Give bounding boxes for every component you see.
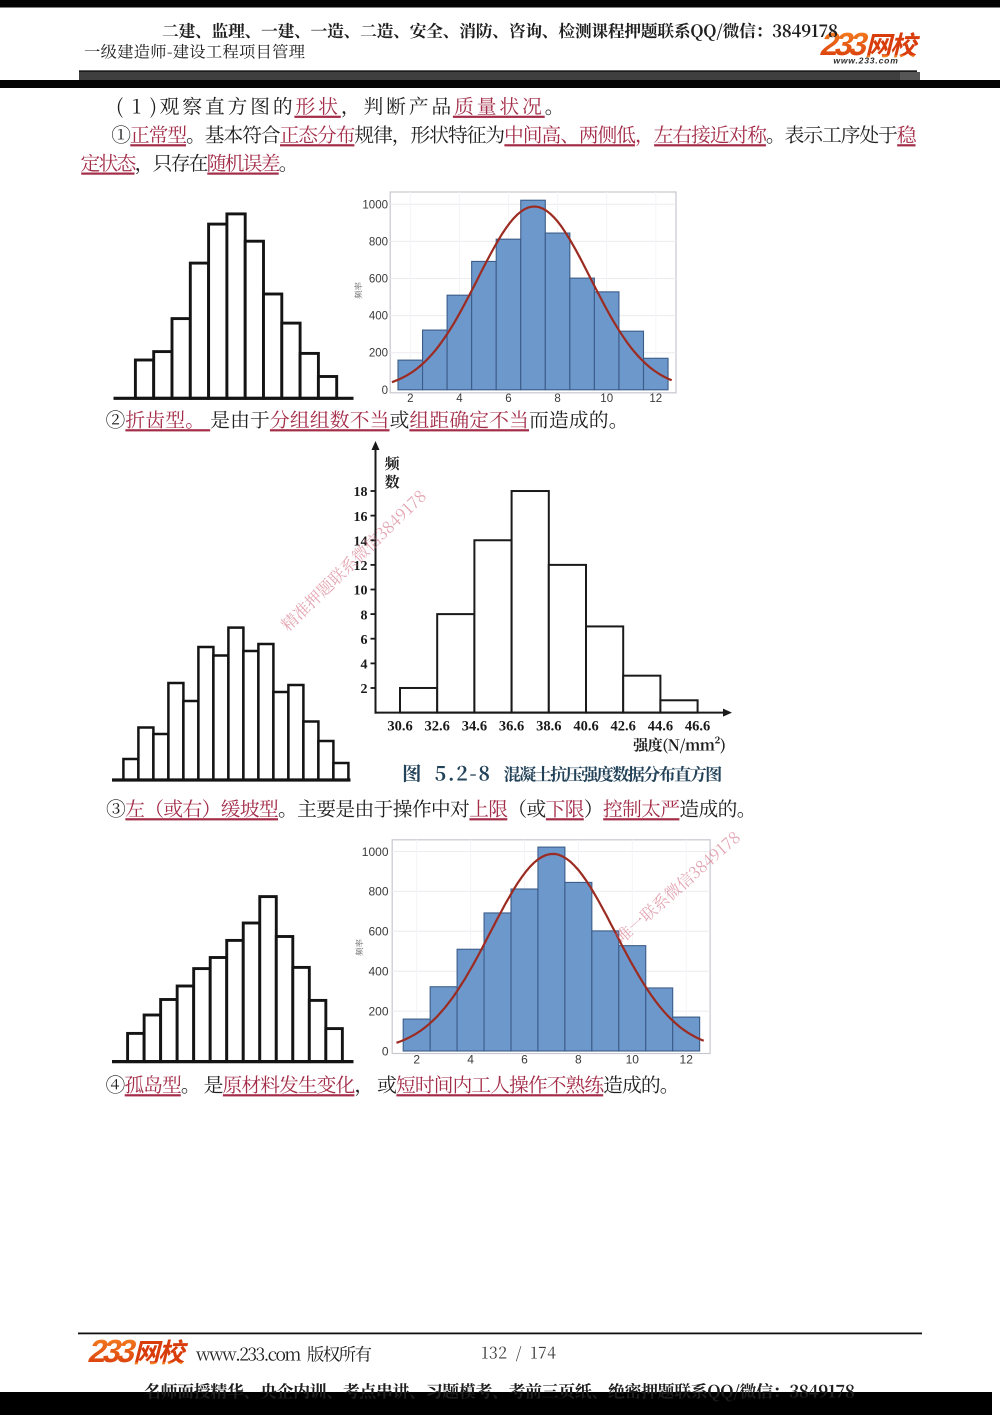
svg-text:600: 600 (369, 274, 388, 286)
svg-text:38.6: 38.6 (536, 719, 561, 735)
svg-text:36.6: 36.6 (499, 719, 524, 735)
svg-text:32.6: 32.6 (425, 719, 450, 735)
svg-text:4: 4 (467, 1053, 474, 1067)
svg-text:200: 200 (368, 1004, 388, 1018)
svg-text:12: 12 (680, 1053, 694, 1067)
svg-text:34.6: 34.6 (462, 719, 487, 735)
svg-text:2: 2 (413, 1053, 420, 1067)
svg-text:10: 10 (626, 1053, 640, 1067)
svg-text:800: 800 (368, 885, 388, 899)
svg-text:1000: 1000 (362, 199, 388, 211)
svg-text:6: 6 (521, 1053, 528, 1067)
svg-text:800: 800 (369, 236, 388, 248)
svg-text:4: 4 (456, 393, 463, 405)
svg-text:4: 4 (361, 658, 368, 673)
svg-text:10: 10 (600, 393, 613, 405)
svg-text:0: 0 (382, 385, 388, 397)
svg-text:42.6: 42.6 (611, 719, 636, 735)
svg-text:46.6: 46.6 (685, 719, 710, 735)
svg-text:40.6: 40.6 (573, 719, 598, 735)
svg-text:233: 233 (85, 1333, 139, 1368)
svg-text:12: 12 (354, 559, 368, 574)
svg-text:400: 400 (368, 965, 388, 979)
svg-text:1000: 1000 (362, 845, 389, 859)
svg-text:400: 400 (369, 311, 388, 323)
svg-text:18: 18 (354, 485, 368, 500)
svg-text:2: 2 (361, 682, 368, 697)
svg-text:0: 0 (382, 1044, 389, 1058)
svg-text:8: 8 (554, 393, 560, 405)
svg-text:16: 16 (354, 510, 368, 525)
svg-text:10: 10 (354, 584, 368, 599)
svg-text:600: 600 (368, 925, 388, 939)
svg-text:30.6: 30.6 (387, 719, 412, 735)
svg-text:12: 12 (649, 393, 662, 405)
svg-text:200: 200 (369, 348, 388, 360)
svg-text:2: 2 (407, 393, 413, 405)
svg-text:14: 14 (354, 535, 368, 550)
svg-text:8: 8 (575, 1053, 582, 1067)
svg-text:www.233.com: www.233.com (833, 56, 898, 66)
svg-text:44.6: 44.6 (648, 719, 673, 735)
svg-text:6: 6 (505, 393, 511, 405)
svg-text:6: 6 (361, 633, 368, 648)
svg-text:8: 8 (361, 608, 368, 623)
